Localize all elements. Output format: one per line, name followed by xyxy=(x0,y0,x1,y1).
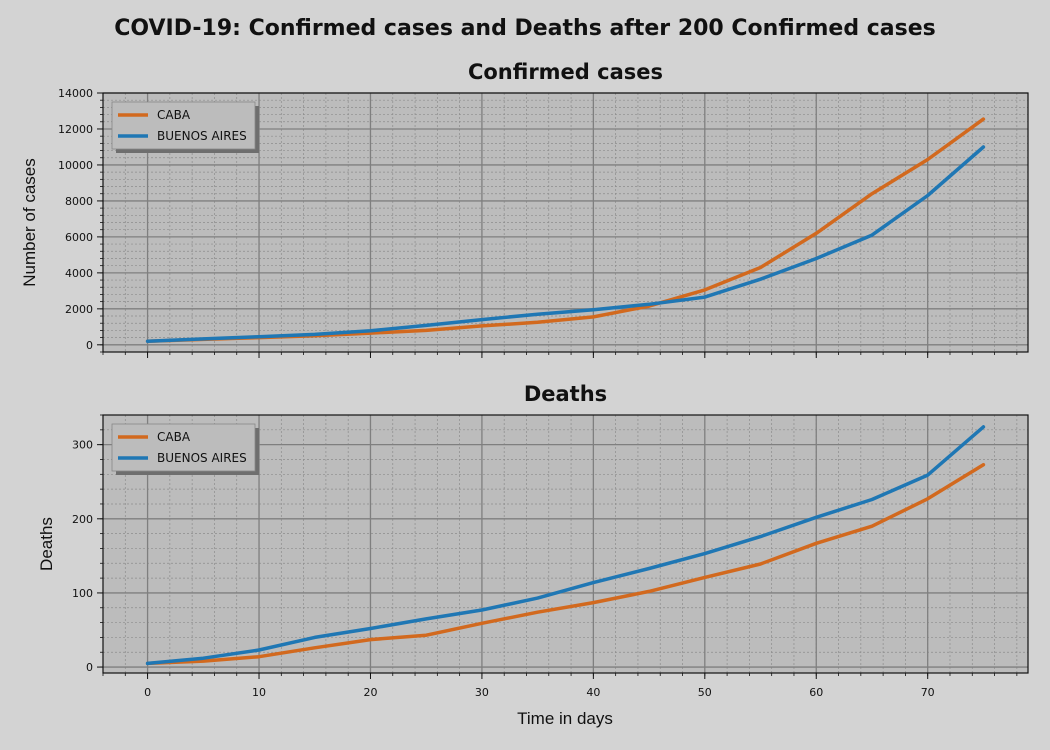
x-axis-label: Time in days xyxy=(517,709,613,728)
panel-title: Confirmed cases xyxy=(468,60,663,84)
y-tick-label: 12000 xyxy=(58,123,93,136)
y-tick-label: 0 xyxy=(86,661,93,674)
y-tick-label: 0 xyxy=(86,339,93,352)
legend-label: BUENOS AIRES xyxy=(157,129,247,143)
y-tick-label: 10000 xyxy=(58,159,93,172)
series-line-caba xyxy=(145,462,986,666)
figure-title: COVID-19: Confirmed cases and Deaths aft… xyxy=(114,16,935,41)
y-tick-label: 6000 xyxy=(65,231,93,244)
legend-label: BUENOS AIRES xyxy=(157,451,247,465)
y-tick-label: 8000 xyxy=(65,195,93,208)
series-lines xyxy=(145,425,986,666)
legend-label: CABA xyxy=(157,108,191,122)
y-tick-label: 4000 xyxy=(65,267,93,280)
series-line-buenos-aires xyxy=(145,145,986,343)
x-tick-label: 70 xyxy=(921,686,935,699)
panel-2: 0 100 200 300 0 10 20 30 40 50 60 70 Deaths Deaths CAB… xyxy=(37,382,1029,699)
legend-box xyxy=(111,423,256,472)
y-axis: 0 2000 4000 6000 8000 10000 12000 14000 xyxy=(58,87,103,353)
x-tick-label: 30 xyxy=(475,686,489,699)
y-tick-label: 300 xyxy=(72,439,93,452)
panel-1: 0 2000 4000 6000 8000 10000 12000 14000 Confirme… xyxy=(20,60,1029,358)
series-lines xyxy=(145,117,986,343)
y-axis-label: Deaths xyxy=(37,517,56,571)
legend: CABA BUENOS AIRES xyxy=(111,101,259,153)
y-tick-label: 200 xyxy=(72,513,93,526)
axes-frame xyxy=(102,414,1029,674)
x-tick-label: 60 xyxy=(809,686,823,699)
y-tick-label: 14000 xyxy=(58,87,93,100)
y-axis-label: Number of cases xyxy=(20,158,39,287)
x-tick-label: 0 xyxy=(144,686,151,699)
x-axis xyxy=(102,352,1018,358)
x-tick-label: 40 xyxy=(586,686,600,699)
x-tick-label: 20 xyxy=(363,686,377,699)
panels: 02000400060008000100001200014000Confirme… xyxy=(20,60,1029,699)
x-axis: 0 10 20 30 40 50 60 70 xyxy=(102,673,1018,699)
y-axis: 0 100 200 300 xyxy=(72,414,103,674)
series-line-buenos-aires xyxy=(145,425,986,666)
x-tick-label: 10 xyxy=(252,686,266,699)
legend: CABA BUENOS AIRES xyxy=(111,423,259,475)
y-tick-label: 2000 xyxy=(65,303,93,316)
legend-box xyxy=(111,101,256,150)
legend-label: CABA xyxy=(157,430,191,444)
panel-title: Deaths xyxy=(524,382,607,406)
y-tick-label: 100 xyxy=(72,587,93,600)
x-tick-label: 50 xyxy=(698,686,712,699)
